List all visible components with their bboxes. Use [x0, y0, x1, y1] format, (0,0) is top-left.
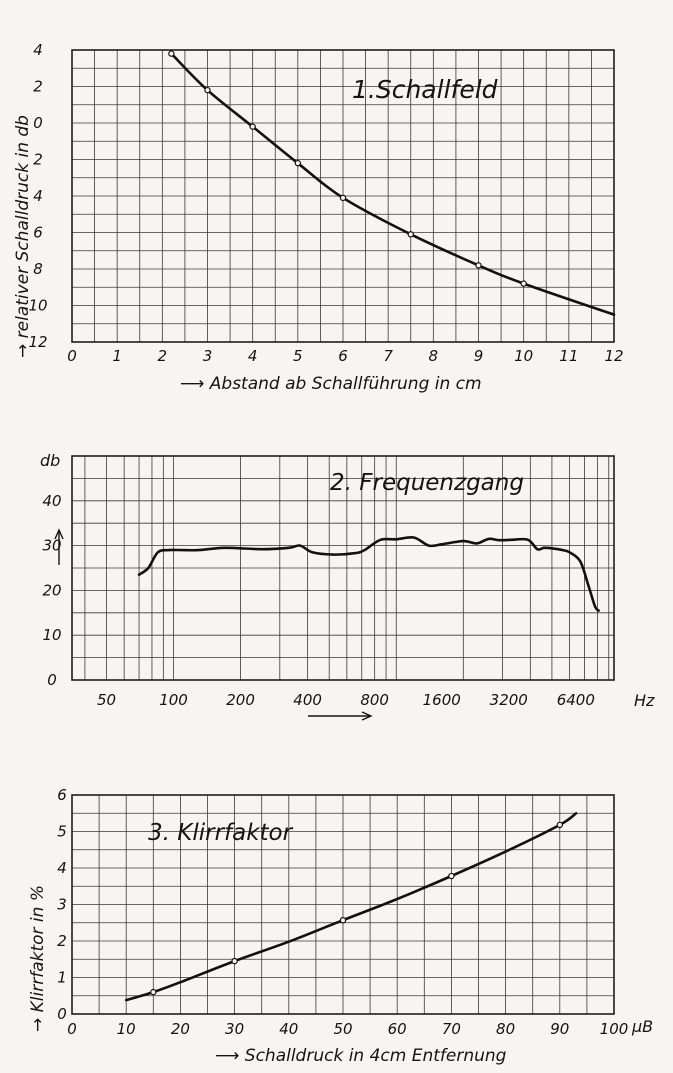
chart-1-x-tick-labels: 0 1 2 3 4 5 6 7 8 9 10 11 12 [67, 347, 623, 365]
y-tick-label: 20 [42, 581, 61, 599]
chart-1-frame [71, 49, 615, 343]
x-tick-label: 30 [225, 1020, 244, 1038]
x-tick-label: 1600 [423, 691, 461, 709]
y-tick-label: 2 [57, 932, 67, 950]
x-tick-label: 8 [429, 347, 439, 365]
x-tick-label: 7 [383, 347, 393, 365]
data-point [204, 86, 211, 94]
chart-1-x-axis-label: ⟶ Abstand ab Schallführung in cm [180, 374, 482, 394]
x-tick-label: 60 [388, 1020, 407, 1038]
chart-3-points [150, 821, 564, 996]
chart-frequenzgang: 50 100 200 400 800 1600 3200 6400 0 10 20 30 40 2. … [40, 451, 655, 721]
data-point [475, 262, 482, 269]
y-tick-label: 4 [57, 859, 67, 877]
data-point [520, 280, 527, 287]
data-point [556, 821, 564, 829]
x-tick-label: 3200 [490, 691, 528, 709]
chart-3-grid [71, 794, 615, 1015]
chart-2-y-arrow [54, 528, 64, 565]
y-tick-label: 1 [57, 969, 67, 987]
chart-2-y-axis-label: db [40, 451, 60, 470]
y-tick-label: 5 [57, 823, 67, 841]
x-tick-label: 50 [333, 1020, 352, 1038]
data-point [339, 194, 347, 202]
y-tick-label: 2 [33, 78, 43, 96]
y-tick-label: 4 [33, 187, 43, 205]
chart-2-frame [71, 455, 615, 681]
chart-2-title: 2. Frequenzgang [330, 470, 524, 496]
data-point [448, 872, 455, 880]
x-tick-label: 11 [559, 347, 578, 365]
y-tick-label: 40 [42, 492, 61, 510]
data-point [339, 916, 347, 924]
x-tick-label: 80 [496, 1020, 515, 1038]
chart-2-x-arrow [308, 711, 373, 721]
x-tick-label: 2 [158, 347, 168, 365]
x-tick-label: 6400 [557, 691, 595, 709]
chart-1-y-axis-label: → relativer Schalldruck in db [13, 115, 33, 358]
data-point [150, 988, 157, 996]
x-tick-label: 1 [112, 347, 122, 365]
x-tick-label: 100 [600, 1020, 629, 1038]
y-tick-label: 6 [33, 224, 43, 242]
y-tick-label: 2 [33, 151, 43, 169]
chart-2-x-tick-labels: 50 100 200 400 800 1600 3200 6400 [97, 691, 595, 709]
x-tick-label: 6 [338, 347, 348, 365]
y-tick-label: 6 [57, 786, 67, 804]
x-tick-label: 40 [279, 1020, 298, 1038]
chart-3-x-tick-labels: 0 10 20 30 40 50 60 70 80 90 100 [67, 1020, 628, 1038]
chart-2-grid [72, 456, 614, 680]
chart-1-y-tick-labels: 4 2 0 2 4 6 8 10 12 [28, 41, 47, 351]
y-tick-label: 4 [33, 41, 43, 59]
x-tick-label: 100 [159, 691, 188, 709]
x-tick-label: 4 [248, 347, 258, 365]
x-tick-label: 0 [67, 1020, 77, 1038]
x-tick-label: 50 [97, 691, 116, 709]
chart-3-x-unit: μB [631, 1017, 653, 1036]
chart-1-points [168, 50, 527, 287]
y-tick-label: 0 [57, 1005, 67, 1023]
x-tick-label: 10 [514, 347, 533, 365]
y-tick-label: 0 [33, 114, 43, 132]
x-tick-label: 70 [442, 1020, 461, 1038]
chart-1-series-line [170, 52, 616, 316]
x-tick-label: 800 [360, 691, 389, 709]
y-tick-label: 10 [28, 297, 47, 315]
x-tick-label: 200 [226, 691, 255, 709]
chart-3-title: 3. Klirrfaktor [148, 820, 294, 846]
chart-3-y-tick-labels: 0 1 2 3 4 5 6 [57, 786, 67, 1023]
y-tick-label: 0 [47, 671, 57, 689]
x-tick-label: 400 [293, 691, 322, 709]
data-point [168, 50, 175, 57]
y-tick-label: 10 [42, 626, 61, 644]
chart-2-x-unit: Hz [634, 691, 655, 710]
data-point [249, 123, 256, 130]
x-tick-label: 90 [550, 1020, 569, 1038]
chart-3-frame [71, 794, 615, 1015]
x-tick-label: 12 [604, 347, 623, 365]
chart-klirrfaktor: 0 10 20 30 40 50 60 70 80 90 100 0 1 2 3 4 5 6 3. Klirrf… [28, 786, 653, 1066]
chart-1-title: 1.Schallfeld [352, 75, 498, 104]
y-tick-label: 30 [42, 537, 61, 555]
x-tick-label: 3 [203, 347, 213, 365]
data-point [231, 957, 238, 965]
chart-3-y-axis-label: → Klirrfaktor in % [28, 885, 48, 1032]
x-tick-label: 20 [171, 1020, 190, 1038]
chart-2-series-line [137, 535, 600, 612]
data-point [407, 231, 414, 238]
x-tick-label: 10 [117, 1020, 136, 1038]
chart-2-y-tick-labels: 0 10 20 30 40 [42, 492, 61, 689]
y-tick-label: 3 [57, 896, 67, 914]
x-tick-label: 5 [293, 347, 303, 365]
x-tick-label: 9 [474, 347, 484, 365]
x-tick-label: 0 [67, 347, 77, 365]
y-tick-label: 12 [28, 333, 47, 351]
y-tick-label: 8 [33, 260, 43, 278]
data-point [294, 159, 302, 167]
chart-3-x-axis-label: ⟶ Schalldruck in 4cm Entfernung [215, 1046, 507, 1066]
